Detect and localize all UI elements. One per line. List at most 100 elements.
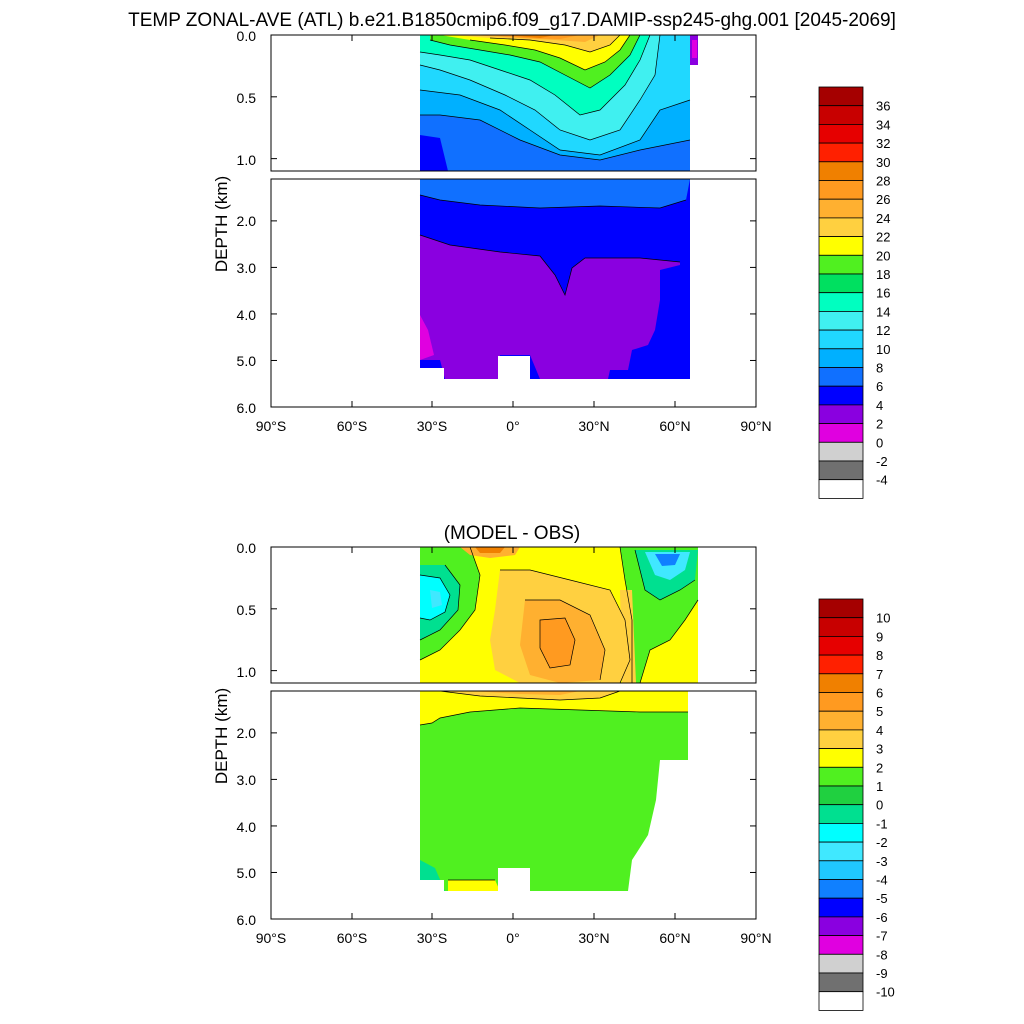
panel-2-xtick: 60°N [659, 930, 690, 946]
colorbar-box [818, 617, 864, 637]
colorbar-box [818, 348, 864, 368]
colorbar-label: 26 [876, 192, 890, 207]
colorbar-label: 10 [876, 611, 890, 626]
colorbar-label: 16 [876, 286, 890, 301]
colorbar-label: -6 [876, 910, 888, 925]
colorbar-box [818, 385, 864, 406]
colorbar-box [818, 860, 864, 880]
colorbar-label: -3 [876, 854, 888, 869]
colorbar-box [818, 404, 864, 424]
panel-1-ytick: 3.0 [237, 260, 257, 276]
colorbar-box [818, 972, 864, 993]
colorbar-label: 22 [876, 230, 890, 245]
colorbar-label: -9 [876, 966, 888, 981]
colorbar-label: 2 [876, 417, 883, 432]
panel-2-ytick: 3.0 [237, 772, 257, 788]
colorbar-label: 0 [876, 435, 883, 450]
panel-1-xtick: 60°N [659, 418, 690, 434]
panel-1-xtick: 0° [506, 418, 519, 434]
panel-1: 0.0 0.5 1.0 2.0 3.0 4.0 5.0 6.0 DEPTH (k… [212, 28, 890, 499]
colorbar-label: 4 [876, 723, 883, 738]
colorbar-label: -5 [876, 891, 888, 906]
panel-2-title: (MODEL - OBS) [444, 523, 581, 544]
colorbar-box [818, 785, 864, 806]
colorbar-box [818, 729, 864, 750]
colorbar-label: 20 [876, 248, 890, 263]
colorbar-label: -2 [876, 454, 888, 469]
colorbar-label: 4 [876, 398, 883, 413]
panel-2-ytick: 5.0 [237, 865, 257, 881]
panel-2-xtick: 60°S [337, 930, 368, 946]
colorbar-label: -10 [876, 985, 895, 1000]
colorbar-box [818, 460, 864, 481]
colorbar-label: 36 [876, 99, 890, 114]
colorbar-label: 24 [876, 211, 890, 226]
panel-2-ytick: 1.0 [237, 664, 257, 680]
colorbar-box [818, 236, 864, 256]
colorbar-box [818, 105, 864, 125]
panel-1-xtick: 30°S [417, 418, 448, 434]
panel-2-xticks: 90°S 60°S 30°S 0° 30°N 60°N 90°N [256, 930, 772, 946]
panel-2-ytick: 4.0 [237, 819, 257, 835]
colorbar-box [818, 423, 864, 443]
panel-2-lower-field [419, 691, 688, 919]
colorbar-box [818, 124, 864, 144]
colorbar-label: 32 [876, 136, 890, 151]
colorbar-label: 8 [876, 361, 883, 376]
panel-1-xtick: 90°N [740, 418, 771, 434]
colorbar-label: -1 [876, 816, 888, 831]
colorbar-box [818, 692, 864, 712]
colorbar-box [818, 441, 864, 462]
colorbar-box [818, 86, 864, 107]
colorbar-box [818, 598, 864, 619]
colorbar-box [818, 367, 864, 387]
colorbar-label: 34 [876, 117, 890, 132]
panel-1-xtick: 90°S [256, 418, 287, 434]
colorbar-box [818, 991, 864, 1011]
colorbar-label: 30 [876, 155, 890, 170]
colorbar-box [818, 654, 864, 675]
panel-2-upper-field [419, 547, 699, 683]
colorbar-box [818, 479, 864, 499]
panel-1-xtick: 30°N [578, 418, 609, 434]
panel-1-ytick: 2.0 [237, 213, 257, 229]
colorbar-label: 28 [876, 174, 890, 189]
panel-2-xtick: 90°N [740, 930, 771, 946]
colorbar-label: 18 [876, 267, 890, 282]
panel-2-xtick: 30°S [417, 930, 448, 946]
colorbar-label: -7 [876, 929, 888, 944]
figure-title: TEMP ZONAL-AVE (ATL) b.e21.B1850cmip6.f0… [128, 10, 896, 31]
panel-2-xtick: 30°N [578, 930, 609, 946]
colorbar-label: 3 [876, 742, 883, 757]
colorbar-box [818, 329, 864, 350]
colorbar-label: 6 [876, 686, 883, 701]
colorbar-label: 6 [876, 379, 883, 394]
colorbar-label: 12 [876, 323, 890, 338]
colorbar-box [818, 953, 864, 974]
colorbar-label: -2 [876, 835, 888, 850]
colorbar-label: 9 [876, 629, 883, 644]
panel-2-ytick: 2.0 [237, 725, 257, 741]
colorbar-box [818, 161, 864, 181]
colorbar-label: -8 [876, 947, 888, 962]
panel-1-lower-field [419, 179, 690, 388]
colorbar-box [818, 180, 864, 200]
colorbar-box [818, 916, 864, 937]
panel-1-ytick: 5.0 [237, 353, 257, 369]
panel-2-ytick: 0.5 [237, 602, 257, 618]
colorbar-label: 8 [876, 648, 883, 663]
colorbar-box [818, 292, 864, 312]
colorbar-box [818, 748, 864, 768]
panel-1-ytick: 0.5 [237, 90, 257, 106]
panel-1-ytick: 6.0 [237, 400, 257, 416]
colorbar-box [818, 766, 864, 787]
panel-2-ylabel: DEPTH (km) [212, 688, 231, 784]
colorbar-box [818, 841, 864, 862]
colorbar-label: 14 [876, 304, 890, 319]
panel-2-ytick: 0.0 [237, 540, 257, 556]
colorbar-label: 0 [876, 798, 883, 813]
colorbar-box [818, 273, 864, 294]
